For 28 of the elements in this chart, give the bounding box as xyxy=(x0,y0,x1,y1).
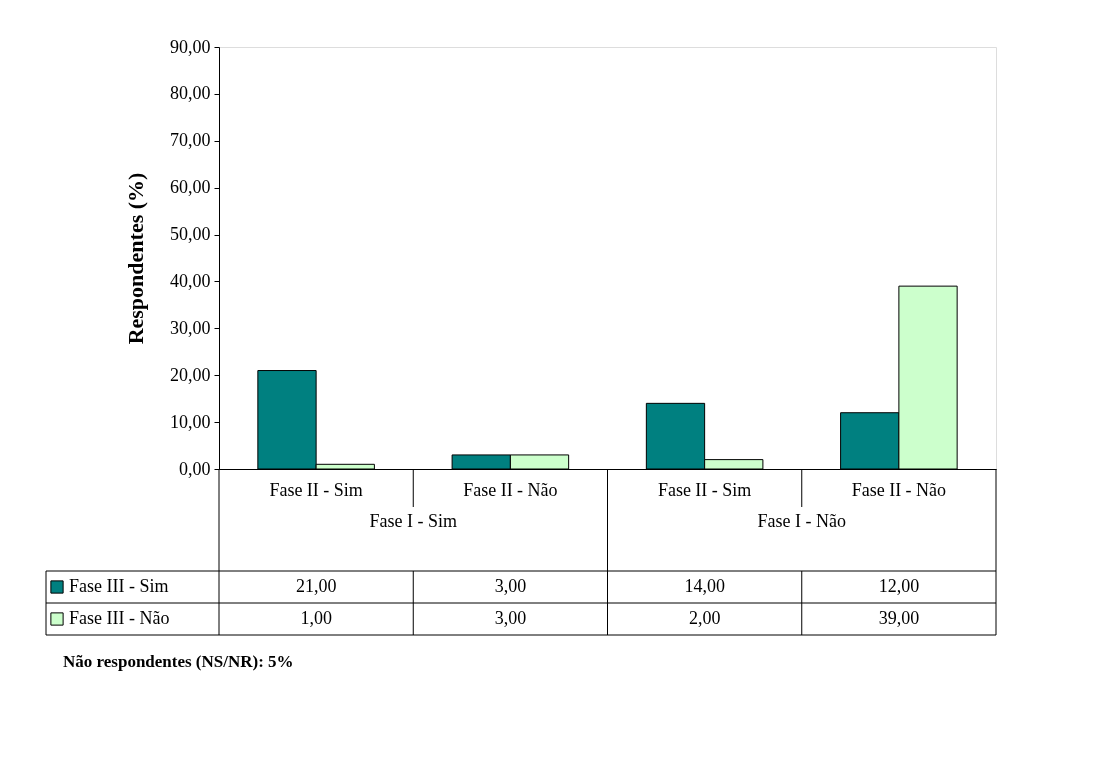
y-tick-label: 70,00 xyxy=(170,130,211,151)
data-label: 14,00 xyxy=(684,576,725,596)
y-tick-label: 20,00 xyxy=(170,364,211,385)
y-tick-label: 90,00 xyxy=(170,36,211,57)
text: Fase I - Não xyxy=(757,511,846,531)
y-tick-label: 30,00 xyxy=(170,317,211,338)
y-tick-label: 50,00 xyxy=(170,224,211,245)
y-tick-label: 40,00 xyxy=(170,270,211,291)
data-label: 39,00 xyxy=(878,608,920,628)
legend-label: Fase III - Não xyxy=(69,608,170,628)
text: Fase I - Sim xyxy=(369,511,457,531)
x-tick-label: Fase II - Não xyxy=(851,480,947,500)
data-label: 21,00 xyxy=(295,576,337,596)
y-tick-label: 80,00 xyxy=(170,83,211,104)
data-label: 3,00 xyxy=(494,576,527,596)
text: Não respondentes (NS/NR): 5% xyxy=(63,652,294,671)
data-label: 3,00 xyxy=(494,608,527,628)
x-tick-label: Fase II - Não xyxy=(463,480,558,500)
x-tick-label: Fase II - Sim xyxy=(657,480,752,500)
y-tick-label: 10,00 xyxy=(170,411,211,432)
data-label: 1,00 xyxy=(300,608,332,628)
data-label: 12,00 xyxy=(878,576,920,596)
legend-label: Fase III - Sim xyxy=(69,576,169,596)
data-label: 2,00 xyxy=(688,608,721,628)
y-axis-title: Respondentes (%) xyxy=(123,172,148,345)
y-tick-label: 0,00 xyxy=(179,458,211,479)
y-tick-label: 60,00 xyxy=(170,177,211,198)
x-tick-label: Fase II - Sim xyxy=(269,480,363,500)
